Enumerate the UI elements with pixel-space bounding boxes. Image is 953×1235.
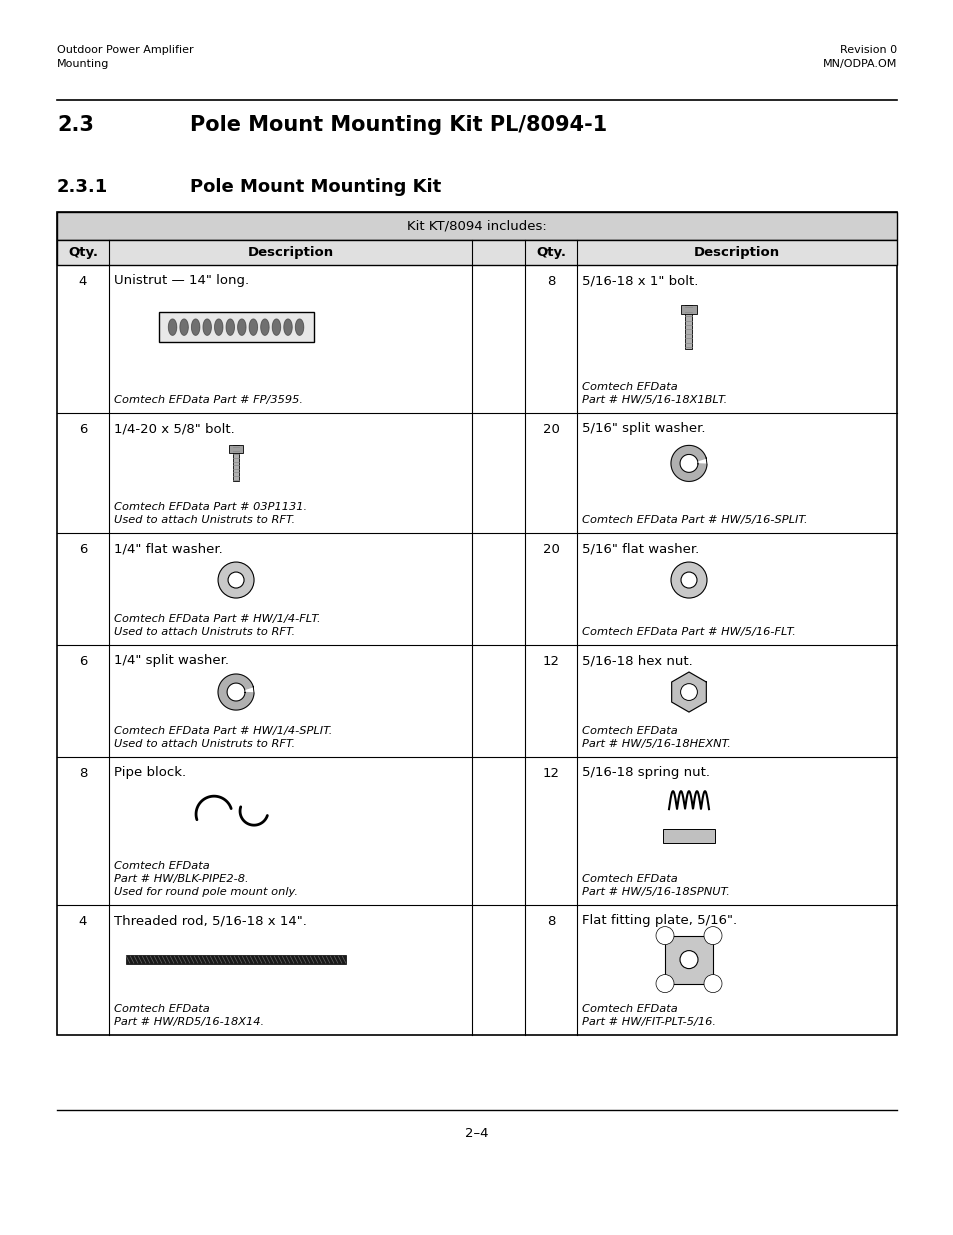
Text: Comtech EFData: Comtech EFData: [113, 861, 210, 871]
Text: 20: 20: [542, 424, 558, 436]
Bar: [662, 829, 714, 844]
Text: Used to attach Unistruts to RFT.: Used to attach Unistruts to RFT.: [113, 739, 294, 748]
Circle shape: [656, 926, 673, 945]
Text: 2.3.1: 2.3.1: [57, 178, 108, 196]
Polygon shape: [284, 319, 292, 335]
Text: Pipe block.: Pipe block.: [113, 766, 186, 779]
Text: Unistrut — 14" long.: Unistrut — 14" long.: [113, 274, 249, 287]
Bar: [233, 446, 239, 482]
Text: Part # HW/BLK-PIPE2-8.: Part # HW/BLK-PIPE2-8.: [113, 874, 249, 884]
Text: Flat fitting plate, 5/16".: Flat fitting plate, 5/16".: [581, 914, 737, 927]
Polygon shape: [169, 319, 176, 335]
Text: Comtech EFData: Comtech EFData: [113, 1004, 210, 1014]
Polygon shape: [203, 319, 211, 335]
Text: 6: 6: [79, 543, 87, 556]
Text: Part # HW/5/16-18X1BLT.: Part # HW/5/16-18X1BLT.: [581, 395, 726, 405]
Bar: [57, 212, 896, 1035]
Bar: [229, 446, 243, 453]
Text: Qty.: Qty.: [68, 246, 98, 259]
Text: 8: 8: [546, 275, 555, 288]
Text: 5/16-18 hex nut.: 5/16-18 hex nut.: [581, 655, 692, 667]
Text: Outdoor Power Amplifier: Outdoor Power Amplifier: [57, 44, 193, 56]
Text: Part # HW/RD5/16-18X14.: Part # HW/RD5/16-18X14.: [113, 1016, 264, 1028]
Text: Comtech EFData: Comtech EFData: [581, 1004, 677, 1014]
Text: 5/16" split washer.: 5/16" split washer.: [581, 422, 705, 435]
Text: 12: 12: [542, 767, 558, 781]
Text: Comtech EFData: Comtech EFData: [581, 382, 677, 391]
Text: 4: 4: [79, 275, 87, 288]
Polygon shape: [180, 319, 188, 335]
Text: Pole Mount Mounting Kit PL/8094-1: Pole Mount Mounting Kit PL/8094-1: [190, 115, 607, 135]
Polygon shape: [218, 674, 253, 710]
Bar: [158, 312, 314, 342]
Text: 5/16-18 spring nut.: 5/16-18 spring nut.: [581, 766, 709, 779]
Polygon shape: [670, 446, 706, 482]
Bar: [57, 212, 896, 240]
Polygon shape: [249, 319, 257, 335]
Text: 5/16-18 x 1" bolt.: 5/16-18 x 1" bolt.: [581, 274, 698, 287]
Text: Revision 0: Revision 0: [839, 44, 896, 56]
Text: 1/4-20 x 5/8" bolt.: 1/4-20 x 5/8" bolt.: [113, 422, 234, 435]
Text: 8: 8: [546, 915, 555, 927]
Text: Comtech EFData Part # HW/1/4-SPLIT.: Comtech EFData Part # HW/1/4-SPLIT.: [113, 726, 332, 736]
Text: Used for round pole mount only.: Used for round pole mount only.: [113, 887, 297, 897]
Circle shape: [670, 562, 706, 598]
Text: Part # HW/5/16-18SPNUT.: Part # HW/5/16-18SPNUT.: [581, 887, 729, 897]
Bar: [57, 240, 896, 266]
Polygon shape: [671, 672, 705, 713]
Text: 6: 6: [79, 424, 87, 436]
Text: MN/ODPA.OM: MN/ODPA.OM: [821, 59, 896, 69]
Text: Comtech EFData Part # HW/5/16-FLT.: Comtech EFData Part # HW/5/16-FLT.: [581, 627, 795, 637]
Text: 1/4" flat washer.: 1/4" flat washer.: [113, 542, 222, 555]
Text: Comtech EFData Part # HW/1/4-FLT.: Comtech EFData Part # HW/1/4-FLT.: [113, 614, 320, 624]
Polygon shape: [261, 319, 269, 335]
Circle shape: [703, 974, 721, 993]
Text: Comtech EFData Part # 03P1131.: Comtech EFData Part # 03P1131.: [113, 501, 307, 513]
Text: 8: 8: [79, 767, 87, 781]
Text: Used to attach Unistruts to RFT.: Used to attach Unistruts to RFT.: [113, 627, 294, 637]
Text: Mounting: Mounting: [57, 59, 110, 69]
Text: Qty.: Qty.: [536, 246, 565, 259]
Text: Description: Description: [247, 246, 334, 259]
Text: Comtech EFData Part # FP/3595.: Comtech EFData Part # FP/3595.: [113, 395, 303, 405]
Bar: [664, 936, 712, 983]
Text: 4: 4: [79, 915, 87, 927]
Text: Kit KT/8094 includes:: Kit KT/8094 includes:: [407, 220, 546, 232]
Text: 1/4" split washer.: 1/4" split washer.: [113, 655, 229, 667]
Polygon shape: [295, 319, 303, 335]
Polygon shape: [192, 319, 199, 335]
Bar: [126, 955, 346, 965]
Bar: [680, 305, 697, 314]
Polygon shape: [237, 319, 246, 335]
Circle shape: [679, 951, 698, 968]
Text: 12: 12: [542, 655, 558, 668]
Circle shape: [218, 562, 253, 598]
Text: 2–4: 2–4: [465, 1128, 488, 1140]
Circle shape: [228, 572, 244, 588]
Circle shape: [656, 974, 673, 993]
Text: 5/16" flat washer.: 5/16" flat washer.: [581, 542, 699, 555]
Text: 2.3: 2.3: [57, 115, 93, 135]
Text: Comtech EFData: Comtech EFData: [581, 726, 677, 736]
Circle shape: [703, 926, 721, 945]
Text: Pole Mount Mounting Kit: Pole Mount Mounting Kit: [190, 178, 441, 196]
Polygon shape: [273, 319, 280, 335]
Circle shape: [680, 572, 697, 588]
Text: Threaded rod, 5/16-18 x 14".: Threaded rod, 5/16-18 x 14".: [113, 914, 307, 927]
Text: Description: Description: [693, 246, 780, 259]
Text: 20: 20: [542, 543, 558, 556]
Text: Comtech EFData Part # HW/5/16-SPLIT.: Comtech EFData Part # HW/5/16-SPLIT.: [581, 515, 807, 525]
Text: 6: 6: [79, 655, 87, 668]
Text: Comtech EFData: Comtech EFData: [581, 874, 677, 884]
Polygon shape: [226, 319, 234, 335]
Text: Used to attach Unistruts to RFT.: Used to attach Unistruts to RFT.: [113, 515, 294, 525]
Bar: [685, 305, 692, 350]
Text: Part # HW/5/16-18HEXNT.: Part # HW/5/16-18HEXNT.: [581, 739, 730, 748]
Polygon shape: [214, 319, 222, 335]
Text: Part # HW/FIT-PLT-5/16.: Part # HW/FIT-PLT-5/16.: [581, 1016, 716, 1028]
Circle shape: [679, 684, 697, 700]
